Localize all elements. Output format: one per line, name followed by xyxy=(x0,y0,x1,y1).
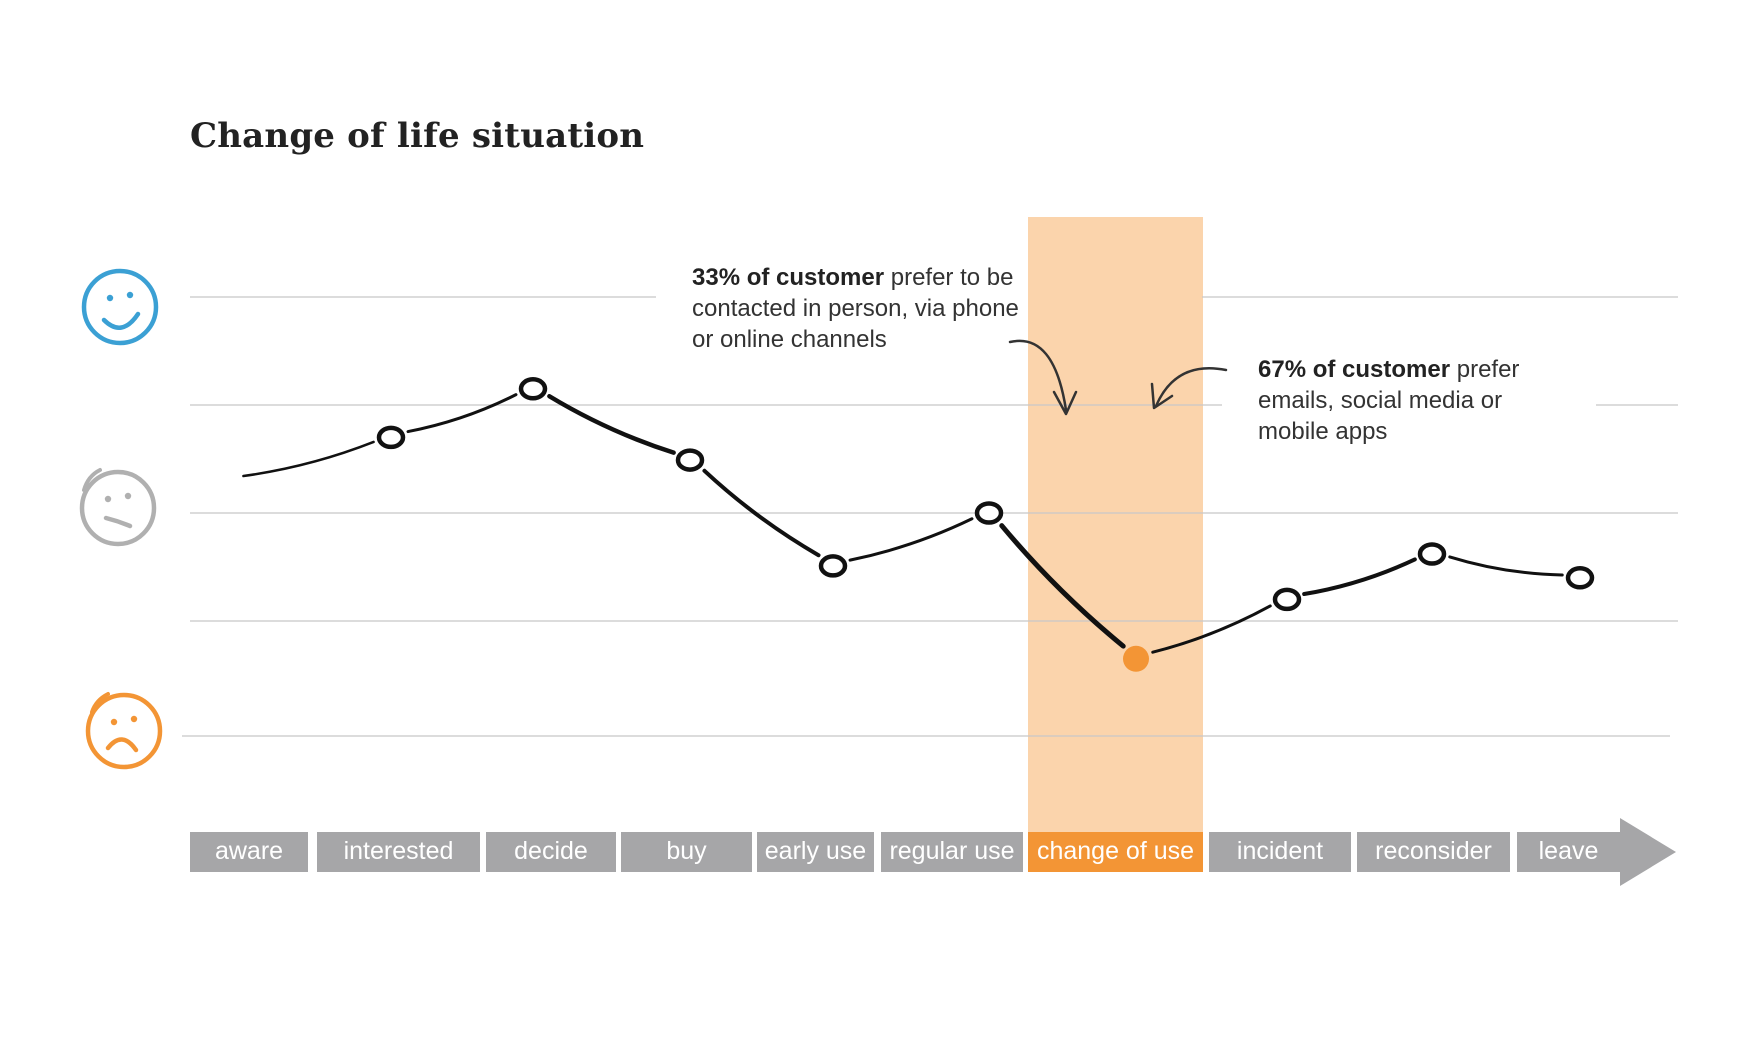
data-point xyxy=(376,425,406,450)
data-point xyxy=(1565,566,1595,590)
callout-arrow-left xyxy=(1008,339,1068,412)
face-mouth xyxy=(103,515,133,529)
face-mouth xyxy=(101,311,141,330)
data-point xyxy=(518,377,548,401)
stage-label: change of use xyxy=(1028,832,1203,872)
series-line xyxy=(547,393,676,455)
data-point xyxy=(818,554,848,578)
timeline-arrow-head xyxy=(1620,818,1676,886)
face-eye xyxy=(106,294,114,302)
annotation-in-person: 33% of customer prefer to be contacted i… xyxy=(692,262,1022,355)
face-eye xyxy=(126,291,134,299)
callout-arrowhead-right xyxy=(1150,382,1174,410)
annotation-in-person-bold: 33% of customer xyxy=(692,264,885,291)
data-point xyxy=(1417,542,1447,566)
stage-label: interested xyxy=(317,832,480,872)
stage-label: incident xyxy=(1209,832,1351,872)
series-line xyxy=(702,468,821,558)
face-brow xyxy=(82,468,102,492)
stage-label: buy xyxy=(621,832,752,872)
face-mouth xyxy=(105,737,139,753)
series-line xyxy=(848,517,974,562)
face-outline xyxy=(85,692,163,770)
series-line xyxy=(242,440,375,478)
annotation-digital-bold: 67% of customer xyxy=(1258,356,1451,383)
face-outline xyxy=(81,268,159,346)
data-point xyxy=(1272,587,1302,612)
face-eye xyxy=(110,718,118,726)
stage-label: reconsider xyxy=(1357,832,1510,872)
highlight-band xyxy=(1028,217,1203,872)
data-point xyxy=(974,501,1004,525)
data-point-highlight xyxy=(1123,645,1149,672)
annotation-in-person-text: prefer to be contacted in person, via ph… xyxy=(692,264,1019,353)
face-eye xyxy=(124,492,132,500)
chart-title: Change of life situation xyxy=(190,116,645,156)
series-line xyxy=(1151,604,1272,654)
data-point xyxy=(675,448,705,472)
callout-arrow-right xyxy=(1154,366,1228,408)
sad-face-icon xyxy=(85,692,163,770)
face-eye xyxy=(130,715,138,723)
face-brow xyxy=(90,692,110,714)
series-line xyxy=(1448,555,1564,577)
face-outline xyxy=(79,469,157,547)
happy-face-icon xyxy=(81,268,159,346)
stage-label: leave xyxy=(1517,832,1620,872)
callout-arrowhead-left xyxy=(1052,390,1078,416)
stage-label: regular use xyxy=(881,832,1023,872)
series-line xyxy=(1302,557,1417,597)
annotation-digital: 67% of customer prefer emails, social me… xyxy=(1258,354,1568,447)
series-line xyxy=(406,393,518,434)
series-line xyxy=(999,523,1126,649)
neutral-face-icon xyxy=(79,468,157,547)
face-eye xyxy=(104,495,112,503)
stage-label: aware xyxy=(190,832,308,872)
stage-label: decide xyxy=(486,832,616,872)
stage-label: early use xyxy=(757,832,874,872)
annotation-digital-text: prefer emails, social media or mobile ap… xyxy=(1258,356,1520,445)
